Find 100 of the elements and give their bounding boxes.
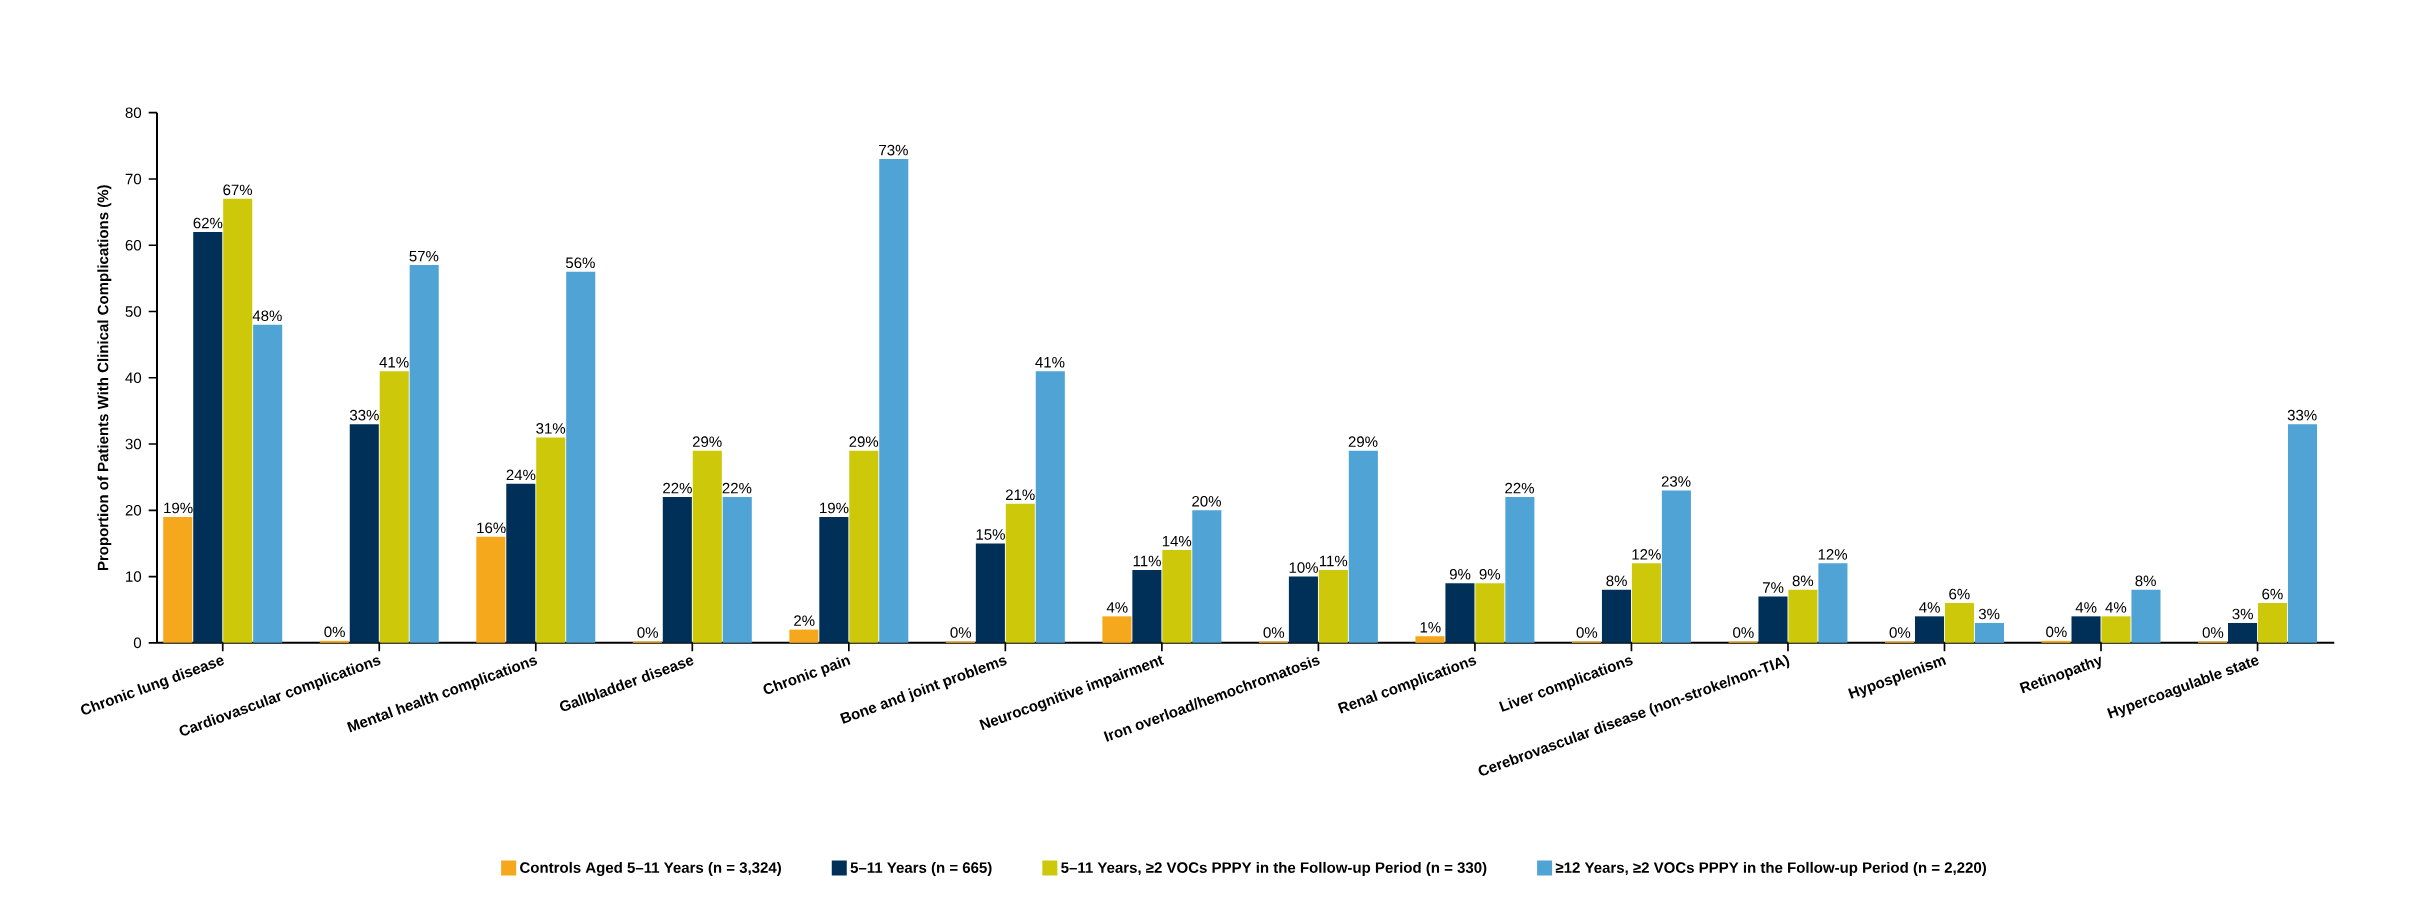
bar [193,231,223,643]
data-label: 56% [565,257,595,268]
legend-label: Controls Aged 5–11 Years (n = 3,324) [520,861,781,876]
bar [163,516,193,643]
data-label: 0% [637,627,659,638]
y-tick-label: 60 [125,239,142,251]
bar [1631,563,1661,643]
y-tick-label: 20 [125,504,142,516]
data-label: 29% [1348,436,1378,447]
data-label: 14% [1162,535,1192,547]
bar [2287,424,2318,643]
data-label: 33% [2287,409,2317,421]
data-label: 3% [2232,608,2253,620]
data-label: 0% [1889,627,1911,638]
data-label: 67% [223,184,253,196]
bar [692,450,722,643]
data-label: 0% [1733,627,1754,638]
bar [1132,569,1162,643]
bar [409,264,439,643]
data-label: 9% [1479,568,1501,580]
data-label: 31% [536,422,566,434]
data-label: 0% [2202,627,2224,638]
data-label: 19% [820,502,849,514]
bar [506,483,536,643]
data-label: 4% [1919,602,1940,613]
data-label: 33% [349,409,379,421]
data-label: 3% [1978,608,2000,620]
data-label: 41% [379,356,409,368]
data-label: 48% [252,310,282,321]
y-tick-label: 50 [125,306,142,317]
data-label: 20% [1192,495,1221,507]
bar [662,496,692,643]
data-label: 4% [2105,602,2127,613]
bar [1944,602,1975,643]
x-tick-label: Chronic pain [763,657,851,694]
data-label: 7% [1763,582,1784,593]
y-tick-label: 70 [125,173,142,185]
bar [975,543,1005,643]
data-label: 0% [324,626,345,638]
legend-label: 5–11 Years (n = 665) [850,861,992,876]
bar [722,496,752,643]
bar [1192,510,1222,643]
bar [849,450,879,643]
data-label: 22% [1505,482,1535,494]
bar [789,629,819,643]
bar [476,536,506,643]
data-label: 2% [794,615,815,626]
data-label: 0% [950,627,972,638]
bar [379,371,409,643]
bar [1974,622,2004,643]
data-label: 62% [193,217,223,229]
data-label: 29% [692,436,722,447]
bar [1661,490,1691,643]
bar [1818,563,1848,643]
bar [2101,616,2131,643]
data-label: 11% [1133,555,1161,567]
data-label: 9% [1449,568,1471,580]
bar [1758,596,1788,643]
data-label: 23% [1661,476,1691,487]
bar [349,424,379,643]
data-label: 4% [2075,602,2097,613]
bar [1601,589,1631,643]
y-tick-label: 80 [125,107,142,118]
bar [1914,616,1945,643]
data-label: 41% [1035,356,1065,368]
data-label: 21% [1005,489,1035,500]
data-label: 0% [1263,627,1285,638]
data-label: 0% [1576,627,1598,638]
bar [1348,450,1378,643]
bar [536,437,566,643]
data-label: 1% [1420,621,1441,633]
bar [1102,616,1132,643]
y-tick-label: 30 [125,438,142,450]
legend-label: 5–11 Years, ≥2 VOCs PPPY in the Follow-up Period (n = 330) [1061,861,1487,876]
y-axis-title: Proportion of Patients With Clinical Complications (%) [97,185,112,570]
data-label: 11% [1319,555,1348,567]
data-label: 8% [1792,575,1814,587]
bar [223,198,253,643]
bar [1318,569,1348,643]
bar [819,516,849,643]
data-label: 29% [849,436,879,447]
bar [879,158,909,643]
bar [2228,622,2258,643]
data-label: 10% [1289,562,1319,573]
data-label: 22% [663,482,692,494]
bar [1005,503,1035,643]
data-label: 16% [477,522,506,534]
data-label: 12% [1632,548,1661,560]
data-label: 6% [1949,588,1970,600]
bar [1445,583,1475,643]
data-label: 8% [2135,575,2156,587]
bar [2258,602,2288,643]
y-tick-label: 0 [133,637,142,649]
bar [2071,616,2101,643]
data-label: 15% [976,529,1005,540]
y-tick-label: 10 [126,571,142,582]
data-label: 6% [2262,588,2283,600]
data-label: 12% [1818,548,1848,560]
bar [253,324,283,643]
bar [566,271,596,643]
